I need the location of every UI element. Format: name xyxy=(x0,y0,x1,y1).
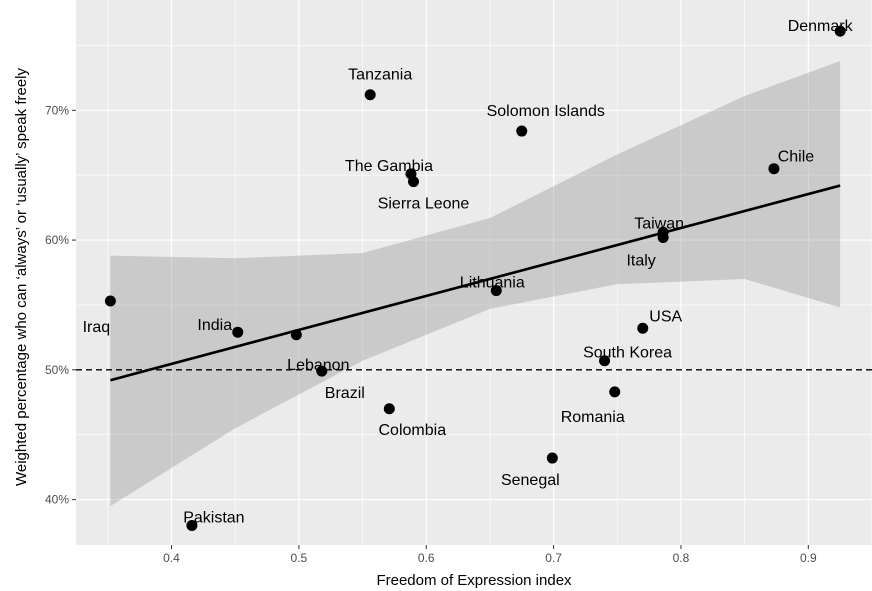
point-senegal xyxy=(546,452,558,464)
point-label: Romania xyxy=(561,409,625,426)
y-axis-title: Weighted percentage who can ‘always’ or … xyxy=(13,68,30,487)
data-points xyxy=(104,25,846,532)
x-tick-label: 0.9 xyxy=(800,551,817,565)
point-denmark xyxy=(834,25,846,37)
minor-gridlines xyxy=(76,0,872,545)
point-label: Taiwan xyxy=(634,215,684,232)
point-label: Tanzania xyxy=(348,67,412,84)
point-label: Lithuania xyxy=(460,275,525,292)
point-label: Denmark xyxy=(788,18,854,35)
point-lithuania xyxy=(490,285,502,297)
point-sierra-leone xyxy=(408,176,420,188)
y-tick-label: 60% xyxy=(45,233,69,247)
y-tick-label: 40% xyxy=(45,493,69,507)
point-india xyxy=(232,326,244,338)
point-iraq xyxy=(104,295,116,307)
x-tick-label: 0.5 xyxy=(291,551,308,565)
point-label: USA xyxy=(649,308,682,325)
point-label: Lebanon xyxy=(287,357,349,374)
point-romania xyxy=(609,386,621,398)
point-label: India xyxy=(197,317,232,334)
point-label: Colombia xyxy=(379,422,447,439)
point-brazil xyxy=(316,365,328,377)
point-labels: Denmark Tanzania Solomon Islands The Gambia… xyxy=(83,18,854,526)
x-tick-label: 0.4 xyxy=(163,551,180,565)
point-colombia xyxy=(383,403,395,415)
x-tick-label: 0.6 xyxy=(418,551,435,565)
point-label: Pakistan xyxy=(183,510,244,527)
point-label: Iraq xyxy=(83,319,111,336)
point-italy xyxy=(657,231,669,243)
point-usa xyxy=(637,322,649,334)
x-tick-label: 0.7 xyxy=(545,551,562,565)
point-tanzania xyxy=(364,89,376,101)
plot-panel xyxy=(76,0,872,545)
point-label: Chile xyxy=(778,149,815,166)
x-axis-ticks: 0.4 0.5 0.6 0.7 0.8 0.9 xyxy=(163,545,817,565)
point-label: South Korea xyxy=(583,345,672,362)
point-label: Senegal xyxy=(501,472,560,489)
point-south-korea xyxy=(599,355,611,367)
x-axis-title: Freedom of Expression index xyxy=(376,572,572,589)
point-label: Italy xyxy=(626,252,655,269)
point-label: Solomon Islands xyxy=(487,103,605,120)
y-tick-label: 50% xyxy=(45,363,69,377)
regression-line xyxy=(110,184,841,382)
point-lebanon xyxy=(290,329,302,341)
y-axis-ticks: 40% 50% 60% 70% xyxy=(45,103,76,507)
point-pakistan xyxy=(186,520,198,532)
y-tick-label: 70% xyxy=(45,103,69,117)
x-tick-label: 0.8 xyxy=(673,551,690,565)
point-label: The Gambia xyxy=(345,158,433,175)
point-chile xyxy=(768,163,780,175)
point-label: Brazil xyxy=(325,385,365,402)
point-solomon-islands xyxy=(516,125,528,137)
point-label: Sierra Leone xyxy=(378,196,470,213)
